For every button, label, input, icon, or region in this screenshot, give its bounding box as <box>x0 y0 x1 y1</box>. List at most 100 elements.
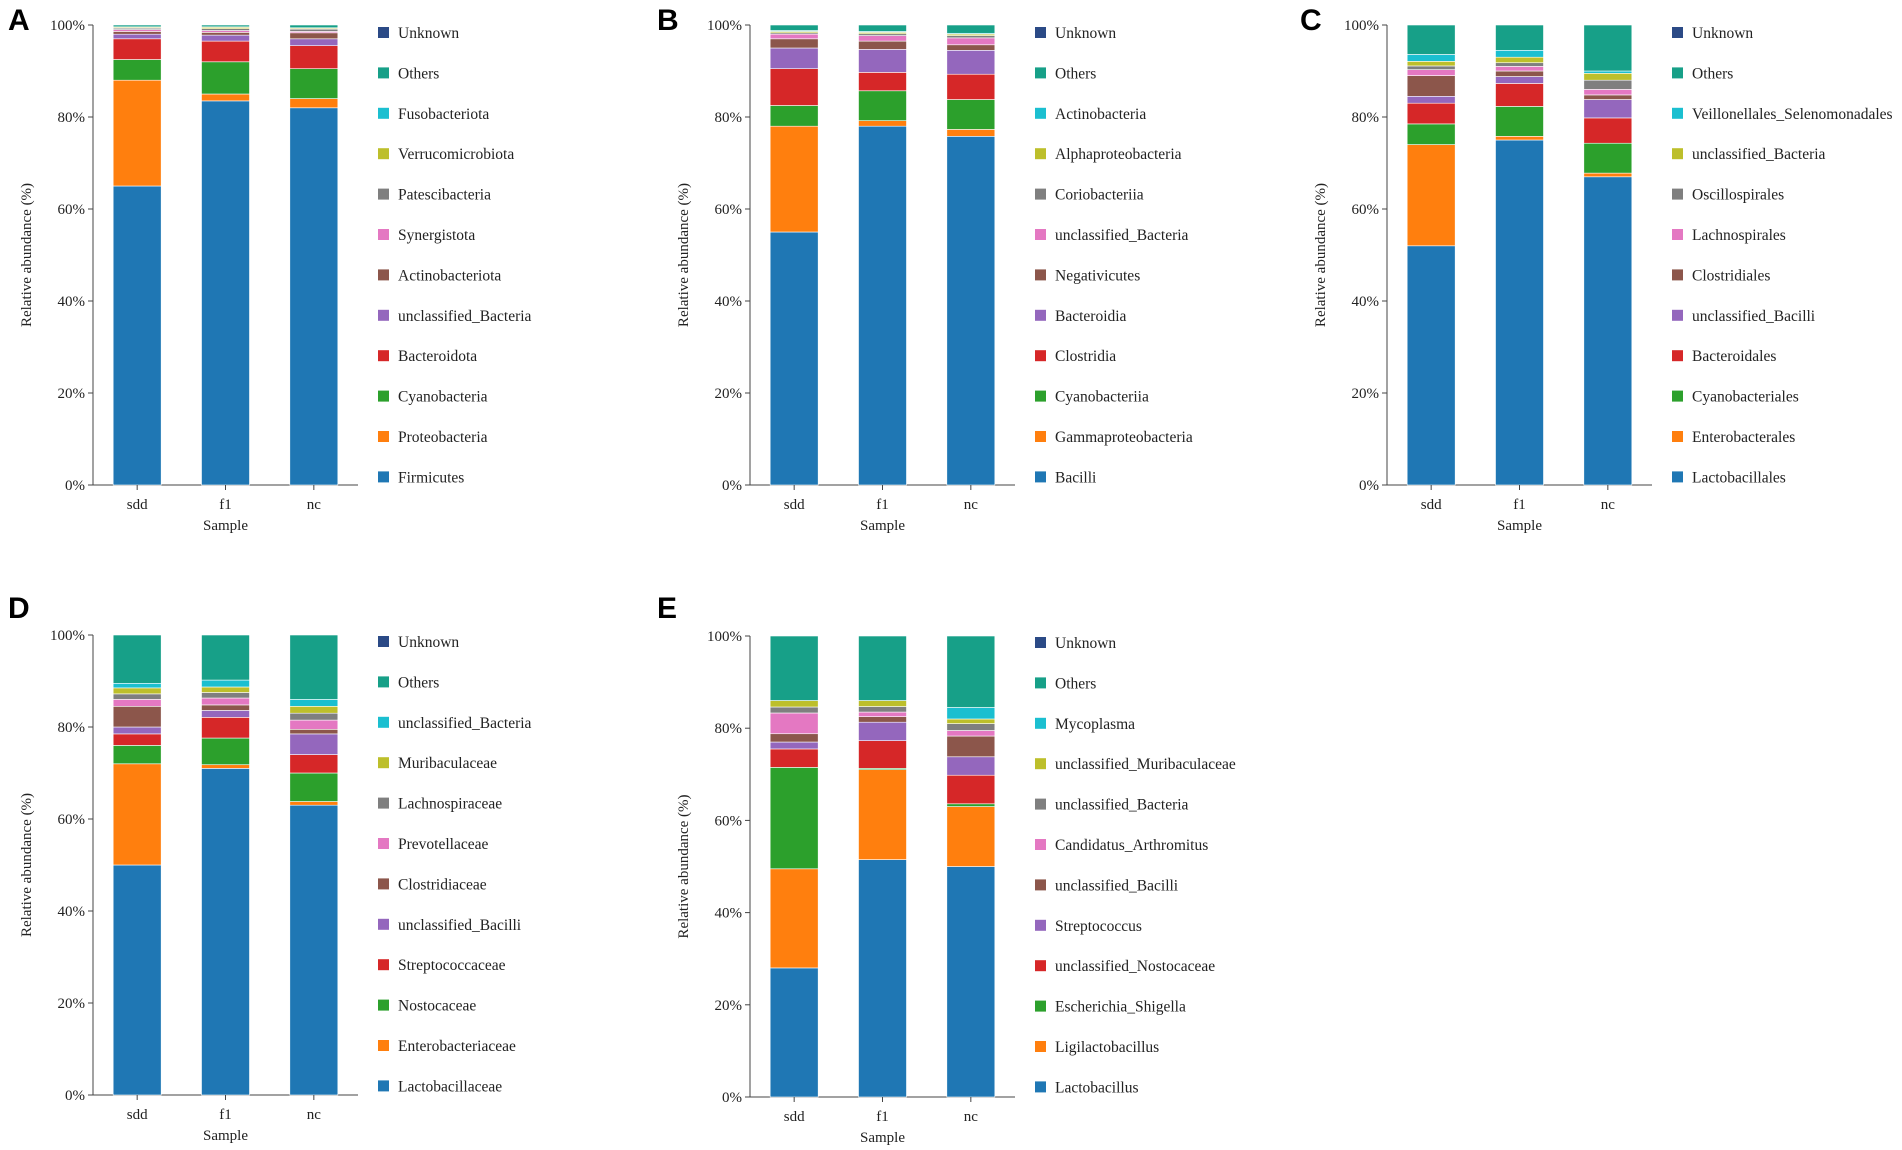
y-tick-label: 80% <box>715 110 743 126</box>
legend-label: Veillonellales_Selenomonadales <box>1692 106 1893 123</box>
legend-label: Others <box>1692 65 1733 82</box>
legend-swatch-bacteroidia <box>1035 309 1046 321</box>
legend-swatch-others <box>378 676 389 688</box>
legend-label: Ligilactobacillus <box>1055 1039 1159 1056</box>
bar-segment-nc-others <box>946 24 996 34</box>
bar-segment-nc-muribaculaceae <box>289 705 339 714</box>
bar-segment-nc-unclassified-bacteria <box>1583 73 1633 81</box>
legend-label: Clostridia <box>1055 348 1116 365</box>
bar-segment-f1-others <box>858 24 907 32</box>
bar-segment-nc-lachnospirales <box>1583 89 1633 96</box>
y-tick-label: 40% <box>715 906 743 922</box>
x-tick-label: f1 <box>876 497 889 513</box>
legend-label: Cyanobacteria <box>398 389 488 406</box>
bar-segment-f1-unclassified-bacilli <box>201 710 250 718</box>
legend-label: Others <box>398 65 439 82</box>
bar-segment-sdd-firmicutes <box>112 185 162 486</box>
legend-label: Patescibacteria <box>398 187 491 204</box>
y-axis-title: Relative abundance (%) <box>19 793 35 937</box>
bar-segment-sdd-unclassified-muribaculaceae <box>769 700 819 708</box>
bar-segment-f1-firmicutes <box>201 100 250 486</box>
bar-segment-nc-bacilli <box>946 136 996 486</box>
bar-segment-f1-veillonellales-selenomonadales <box>1495 49 1544 58</box>
panel-letter: D <box>8 592 30 625</box>
bar-segment-nc-cyanobacteriia <box>946 99 996 130</box>
y-tick-label: 40% <box>58 294 86 310</box>
bar-segment-sdd-unclassified-bacilli <box>769 733 819 743</box>
bar-segment-f1-unclassified-bacteria <box>201 679 250 688</box>
bar-segment-sdd-gammaproteobacteria <box>769 125 819 233</box>
legend-swatch-coriobacteriia <box>1035 188 1046 200</box>
legend-label: Bacteroidota <box>398 348 477 365</box>
bar-segment-nc-others <box>946 635 996 708</box>
bar-segment-f1-streptococcaceae <box>201 717 250 739</box>
bar-segment-nc-clostridiales <box>1583 94 1633 100</box>
bar-segment-f1-lachnospirales <box>1495 66 1544 72</box>
legend-label: Unknown <box>1055 635 1116 652</box>
bar-segment-sdd-lachnospirales <box>1406 69 1456 76</box>
x-tick-label: sdd <box>1421 497 1442 513</box>
y-tick-label: 0% <box>722 478 742 494</box>
bar-segment-nc-enterobacterales <box>1583 172 1633 178</box>
y-tick-label: 60% <box>715 202 743 218</box>
bar-segment-f1-enterobacteriaceae <box>201 764 250 769</box>
legend-label: Lactobacillus <box>1055 1079 1139 1096</box>
legend-label: Lactobacillaceae <box>398 1078 502 1095</box>
bar-segment-nc-veillonellales-selenomonadales <box>1583 70 1633 74</box>
legend-label: Firmicutes <box>398 469 464 486</box>
bar-segment-f1-clostridiaceae <box>201 704 250 711</box>
legend: Unknown Others unclassified_Bacteria Muriba… <box>378 634 532 1095</box>
bar-segment-nc-prevotellaceae <box>289 719 339 730</box>
legend: Unknown Others Fusobacteriota Verrucomicrob… <box>378 25 532 486</box>
bar-segment-sdd-unclassified-bacteria <box>769 706 819 714</box>
bar-segment-f1-others <box>858 635 907 701</box>
legend-label: Bacilli <box>1055 469 1097 486</box>
bar-segment-nc-clostridiaceae <box>289 728 339 735</box>
legend-label: Fusobacteriota <box>398 106 489 123</box>
bar-segment-sdd-cyanobacteria <box>112 59 162 81</box>
legend: Unknown Others Mycoplasma unclassified_Muri… <box>1035 635 1236 1096</box>
y-tick-label: 100% <box>707 629 742 645</box>
bar-segment-sdd-lactobacillales <box>1406 245 1456 486</box>
bar-segment-sdd-bacteroidota <box>112 38 162 60</box>
y-tick-label: 60% <box>58 812 86 828</box>
bar-segment-f1-nostocaceae <box>201 737 250 766</box>
bar-segment-f1-candidatus-arthromitus <box>858 711 907 717</box>
y-axis-title: Relative abundance (%) <box>19 183 35 327</box>
legend-swatch-clostridia <box>1035 350 1046 362</box>
bar-segment-f1-lactobacillales <box>1495 139 1544 486</box>
bar-segment-sdd-lachnospiraceae <box>112 693 162 700</box>
bar-segment-nc-proteobacteria <box>289 98 339 109</box>
bar-segment-sdd-enterobacterales <box>1406 144 1456 247</box>
legend-label: Escherichia_Shigella <box>1055 999 1186 1016</box>
bar-segment-f1-enterobacterales <box>1495 136 1544 141</box>
legend-swatch-veillonellales-selenomonadales <box>1672 107 1683 119</box>
legend-swatch-others <box>1672 67 1683 79</box>
y-tick-label: 40% <box>715 294 743 310</box>
panel-letter: E <box>657 592 677 625</box>
bar-segment-f1-actinobacteriota <box>201 32 250 36</box>
bar-segment-sdd-others <box>769 635 819 701</box>
legend-label: Synergistota <box>398 227 475 244</box>
legend-label: Clostridiales <box>1692 267 1770 284</box>
bar-segment-f1-others <box>201 634 250 681</box>
x-tick-label: f1 <box>219 1107 232 1123</box>
bar-segment-nc-streptococcaceae <box>289 754 339 774</box>
x-tick-label: nc <box>964 1109 979 1125</box>
legend-label: Lachnospirales <box>1692 227 1786 244</box>
bar-segment-nc-lactobacillales <box>1583 176 1633 486</box>
bar-segment-nc-coriobacteriia <box>946 35 996 39</box>
y-tick-label: 20% <box>715 998 743 1014</box>
legend-label: Candidatus_Arthromitus <box>1055 837 1208 854</box>
legend-swatch-unclassified-bacilli <box>378 918 389 930</box>
legend-swatch-unknown <box>378 636 389 647</box>
legend-swatch-unclassified-bacteria <box>1035 798 1046 810</box>
legend-swatch-cyanobacteria <box>378 390 389 402</box>
x-tick-label: f1 <box>219 497 232 513</box>
legend-label: Unknown <box>1692 25 1753 42</box>
bar-segment-sdd-others <box>112 24 162 28</box>
y-tick-label: 60% <box>1352 202 1380 218</box>
legend-swatch-unclassified-bacteria <box>1672 148 1683 160</box>
legend-swatch-unknown <box>1035 637 1046 648</box>
